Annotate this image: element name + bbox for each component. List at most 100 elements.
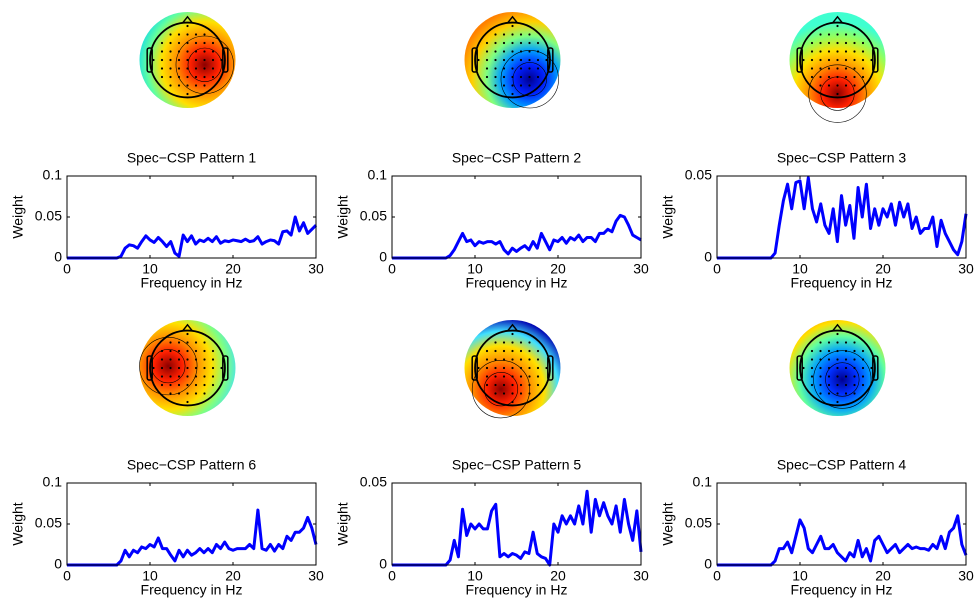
y-axis-label: Weight <box>660 502 676 545</box>
chart-title: Spec−CSP Pattern 2 <box>452 150 582 166</box>
electrode <box>177 358 181 361</box>
electrode <box>194 341 198 344</box>
electrode <box>511 383 514 387</box>
electrode <box>827 358 831 361</box>
x-tick-label: 30 <box>958 568 974 584</box>
electrode <box>836 33 839 36</box>
head-ear <box>146 355 153 381</box>
y-axis-label: Weight <box>10 502 26 545</box>
head-map <box>789 12 886 123</box>
electrode <box>861 67 865 70</box>
electrode <box>802 58 805 62</box>
electrode <box>844 75 848 79</box>
electrode <box>177 375 181 378</box>
electrode <box>853 358 856 361</box>
electrode <box>502 349 506 353</box>
electrode <box>186 58 189 62</box>
electrode <box>485 349 489 353</box>
y-tick-label: 0 <box>54 249 62 265</box>
electrode <box>186 92 189 96</box>
x-tick-label: 30 <box>633 261 649 277</box>
electrode <box>160 383 164 387</box>
electrode <box>836 366 839 370</box>
head-nose <box>831 323 844 332</box>
electrode <box>853 84 856 87</box>
y-tick-label: 0.1 <box>43 167 63 183</box>
electrode <box>511 375 514 378</box>
electrode <box>203 58 206 62</box>
electrode <box>169 341 172 344</box>
electrode <box>827 75 831 79</box>
plot-area <box>67 176 316 258</box>
electrode <box>511 366 514 370</box>
head-ear <box>547 355 554 381</box>
x-tick-label: 10 <box>142 261 158 277</box>
electrode <box>194 50 198 53</box>
x-tick-label: 10 <box>792 261 808 277</box>
electrode <box>861 58 865 62</box>
electrode <box>810 41 814 45</box>
electrode <box>519 383 523 387</box>
electrode <box>186 392 189 395</box>
electrode <box>861 41 865 45</box>
electrode <box>827 50 831 53</box>
chart-title: Spec−CSP Pattern 1 <box>127 150 257 166</box>
electrode <box>819 375 822 378</box>
electrode <box>519 341 523 344</box>
electrode <box>836 383 839 387</box>
electrode <box>220 58 223 62</box>
electrode <box>810 358 814 361</box>
electrode <box>169 58 172 62</box>
electrode <box>169 33 172 36</box>
electrode <box>502 366 506 370</box>
electrode <box>844 375 848 378</box>
electrode <box>494 349 497 353</box>
electrode <box>819 75 822 79</box>
electrode <box>211 366 215 370</box>
y-axis-label: Weight <box>335 502 351 545</box>
electrode <box>519 392 523 395</box>
electrode <box>502 58 506 62</box>
electrode <box>511 92 514 96</box>
electrode <box>477 366 480 370</box>
x-tick-label: 20 <box>550 568 566 584</box>
x-tick-label: 0 <box>713 261 721 277</box>
electrode <box>485 67 489 70</box>
electrode <box>160 375 164 378</box>
electrode <box>511 400 514 404</box>
electrode <box>827 366 831 370</box>
electrode <box>861 375 865 378</box>
electrode <box>169 349 172 353</box>
electrode <box>827 58 831 62</box>
electrode <box>536 50 540 53</box>
electrode <box>819 33 822 36</box>
electrode <box>511 41 514 45</box>
electrode <box>511 67 514 70</box>
electrode <box>536 75 540 79</box>
chart-title: Spec−CSP Pattern 6 <box>127 457 257 473</box>
x-axis-label: Frequency in Hz <box>791 582 893 598</box>
electrode <box>810 67 814 70</box>
electrode <box>819 84 822 87</box>
electrode <box>169 50 172 53</box>
electrode <box>169 67 172 70</box>
electrode <box>494 58 497 62</box>
head-outline <box>474 21 551 99</box>
electrode <box>502 84 506 87</box>
electrode <box>502 33 506 36</box>
electrode <box>177 366 181 370</box>
electrode <box>203 50 206 53</box>
electrode <box>194 84 198 87</box>
plot-area <box>392 483 641 565</box>
electrode <box>836 67 839 70</box>
y-tick-label: 0 <box>54 556 62 572</box>
electrode <box>186 375 189 378</box>
electrode <box>502 383 506 387</box>
electrode <box>203 349 206 353</box>
head-contour <box>187 47 222 82</box>
electrode <box>160 349 164 353</box>
electrode <box>519 349 523 353</box>
electrode <box>536 58 540 62</box>
x-axis-label: Frequency in Hz <box>466 275 568 291</box>
electrode <box>827 41 831 45</box>
